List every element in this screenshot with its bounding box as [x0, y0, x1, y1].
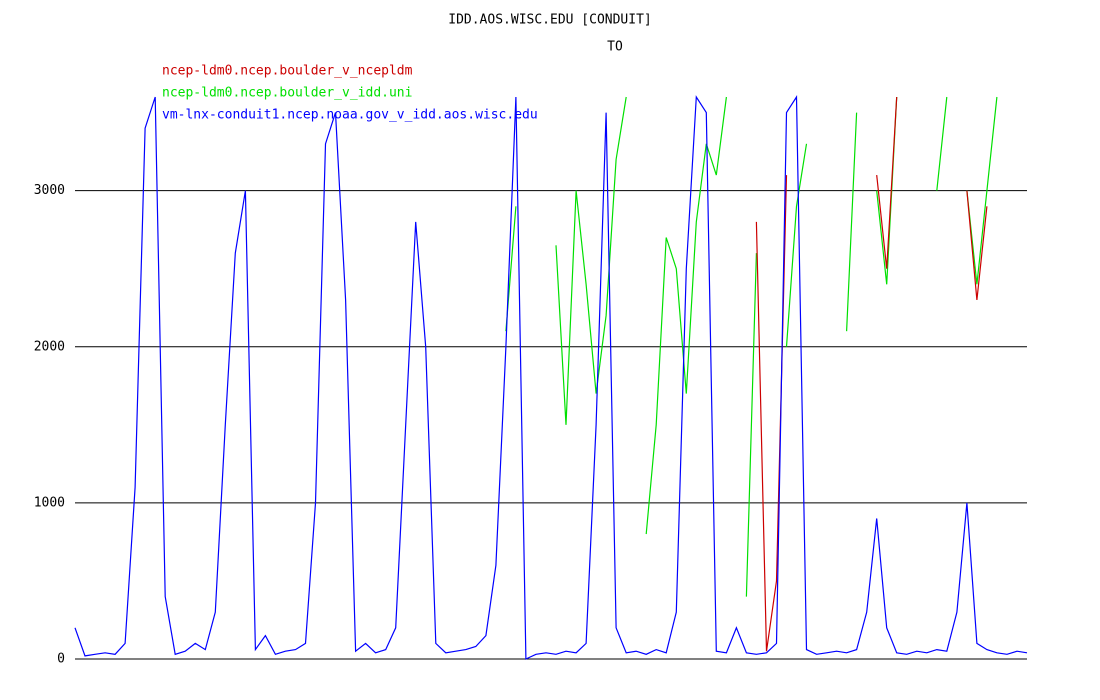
chart-title: IDD.AOS.WISC.EDU [CONDUIT] [448, 13, 652, 28]
legend-entry: ncep-ldm0.ncep.boulder_v_ncepldm [162, 64, 413, 79]
chart-subtitle: TO [607, 40, 623, 55]
y-tick-label: 2000 [34, 339, 65, 354]
y-tick-label: 1000 [34, 495, 65, 510]
legend-entry: ncep-ldm0.ncep.boulder_v_idd.uni [162, 86, 412, 101]
y-tick-label: 3000 [34, 183, 65, 198]
y-tick-label: 0 [57, 652, 65, 667]
legend-entry: vm-lnx-conduit1.ncep.noaa.gov_v_idd.aos.… [162, 108, 538, 123]
series-line [74, 95, 1028, 660]
